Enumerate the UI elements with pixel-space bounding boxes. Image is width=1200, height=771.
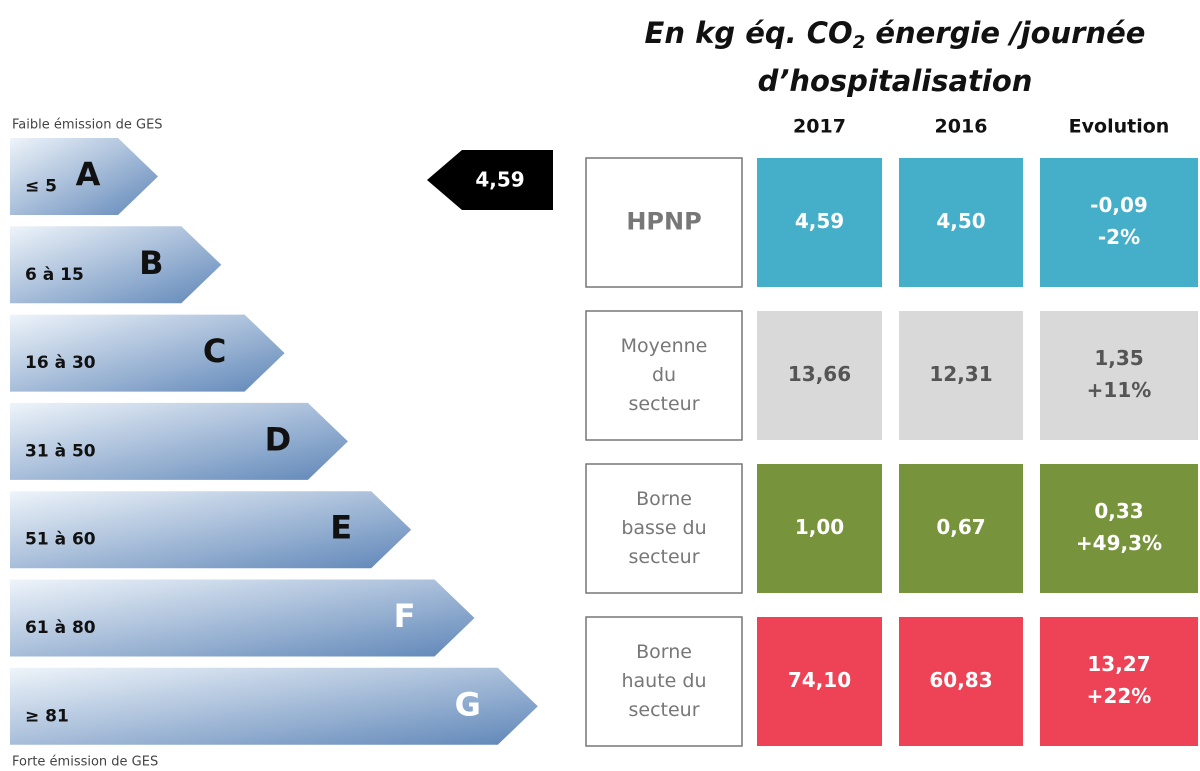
energy-class-arrow [10,491,412,569]
value-cell [899,311,1023,440]
value-cell [757,617,882,746]
cell-value: 0,33 [1094,499,1143,523]
cell-value: +49,3% [1076,531,1162,555]
cell-value: 13,27 [1087,652,1150,676]
value-cell [899,617,1023,746]
value-cell [757,464,882,593]
row-label: basse du [621,517,706,539]
cell-value: -0,09 [1090,193,1148,217]
column-header: 2016 [935,116,988,138]
cell-value: +22% [1087,684,1152,708]
column-header: Evolution [1069,116,1170,138]
title-line2: d’hospitalisation [758,64,1033,98]
row-label: HPNP [626,208,701,236]
class-letter: A [76,156,101,194]
cell-value: 1,35 [1094,346,1143,370]
title-part: énergie /journée [865,16,1145,50]
title-sub: 2 [853,32,866,53]
class-letter: E [330,509,352,547]
row-label-box [585,616,743,747]
energy-class-arrow [10,226,222,304]
row-label: haute du [621,670,706,692]
class-letter: F [394,597,416,635]
class-letter: C [203,332,226,370]
cell-value: 60,83 [929,668,992,692]
cell-value: 13,66 [788,362,851,386]
value-cell [1040,158,1198,287]
cell-value: 4,50 [936,209,985,233]
class-range: 61 à 80 [25,618,96,638]
value-cell [899,158,1023,287]
cell-value: 74,10 [788,668,851,692]
cell-value: 12,31 [929,362,992,386]
value-cell [757,311,882,440]
energy-class-arrow [10,667,538,745]
class-range: 51 à 60 [25,530,96,550]
row-label: secteur [628,393,699,415]
cell-value: 0,67 [936,515,985,539]
indicator-value: 4,59 [475,168,524,192]
scale-top-label: Faible émission de GES [12,118,163,133]
row-label-box [585,157,743,288]
scale-bottom-label: Forte émission de GES [12,755,158,770]
row-label: Borne [636,641,692,663]
row-label-box [585,310,743,441]
cell-value: -2% [1098,225,1140,249]
energy-class-arrow [10,579,475,657]
class-letter: B [139,244,163,282]
cell-value: 1,00 [795,515,844,539]
row-label: du [652,364,676,386]
energy-class-arrow [10,314,285,392]
value-cell [1040,311,1198,440]
class-range: 6 à 15 [25,265,84,285]
class-range: 16 à 30 [25,353,96,373]
class-range: ≥ 81 [25,706,69,726]
value-cell [1040,617,1198,746]
energy-class-arrow [10,402,348,480]
row-label: secteur [628,699,699,721]
class-letter: D [265,420,292,458]
value-cell [1040,464,1198,593]
row-label: Borne [636,488,692,510]
title: En kg éq. CO2 énergie /journée [645,16,1146,53]
class-range: 31 à 50 [25,441,96,461]
indicator-arrow [427,150,553,210]
class-letter: G [455,685,481,723]
class-range: ≤ 5 [25,177,57,197]
cell-value: +11% [1087,378,1152,402]
row-label-box [585,463,743,594]
row-label: secteur [628,546,699,568]
energy-class-arrow [10,138,158,215]
title-part: En kg éq. CO [645,16,853,50]
cell-value: 4,59 [795,209,844,233]
column-header: 2017 [793,116,846,138]
value-cell [899,464,1023,593]
row-label: Moyenne [621,335,708,357]
value-cell [757,158,882,287]
